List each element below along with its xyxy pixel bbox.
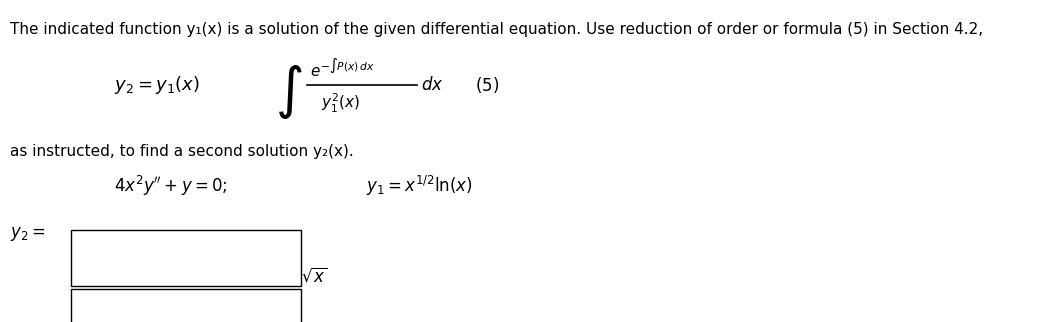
Text: $y_2 = y_1(x)$: $y_2 = y_1(x)$: [115, 73, 200, 96]
Text: $4x^2y^{\prime\prime} + y = 0;$: $4x^2y^{\prime\prime} + y = 0;$: [115, 174, 228, 197]
Text: $e^{-\int P(x)\,dx}$: $e^{-\int P(x)\,dx}$: [310, 57, 375, 80]
Text: $\int$: $\int$: [276, 63, 303, 121]
FancyBboxPatch shape: [71, 289, 302, 322]
Text: $dx$: $dx$: [421, 76, 444, 94]
Text: $y_1^2(x)$: $y_1^2(x)$: [322, 91, 360, 115]
Text: $y_2 =$: $y_2 =$: [10, 225, 46, 243]
FancyBboxPatch shape: [71, 230, 302, 287]
Text: $\sqrt{x}$: $\sqrt{x}$: [302, 267, 328, 285]
Text: $y_1 = x^{1/2}\ln(x)$: $y_1 = x^{1/2}\ln(x)$: [366, 174, 473, 197]
Text: as instructed, to find a second solution y₂(x).: as instructed, to find a second solution…: [10, 144, 354, 159]
Text: $(5)$: $(5)$: [475, 75, 499, 95]
Text: The indicated function y₁(x) is a solution of the given differential equation. U: The indicated function y₁(x) is a soluti…: [10, 22, 983, 37]
